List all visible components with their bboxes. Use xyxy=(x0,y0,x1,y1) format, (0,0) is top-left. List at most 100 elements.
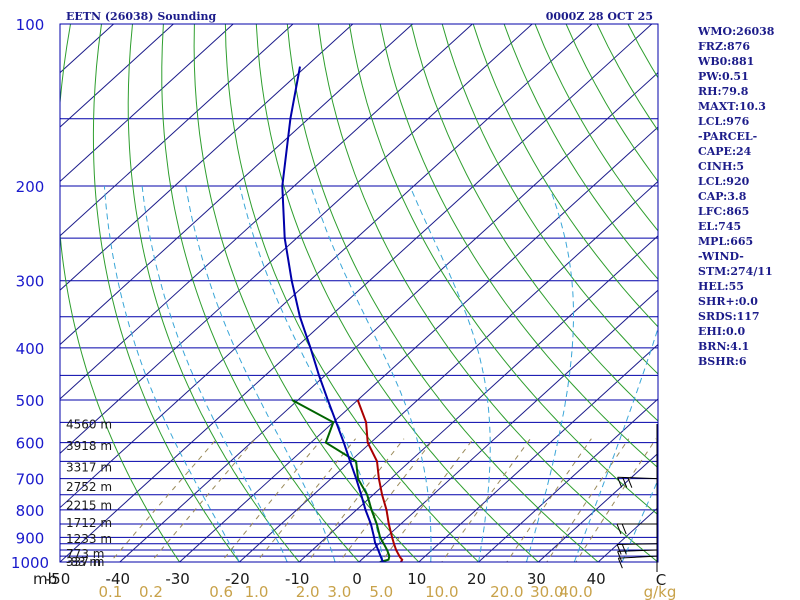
dry-adiabat xyxy=(224,24,480,562)
isotherm-line xyxy=(478,398,658,562)
temperature-tick-label: 40 xyxy=(587,570,606,588)
index-item: CAP:3.8 xyxy=(698,190,747,203)
isotherm-line xyxy=(239,180,658,562)
isotherm-line xyxy=(119,72,658,562)
dry-adiabat xyxy=(60,24,181,562)
isotherm-line xyxy=(60,24,174,128)
mixing-ratio-line xyxy=(546,438,630,562)
isotherm-line xyxy=(60,24,593,509)
mixing-ratio-label: 5.0 xyxy=(369,583,393,600)
isotherm-line xyxy=(60,24,354,291)
mixing-ratio-label: 30.0 xyxy=(530,583,563,600)
mixing-ratio-unit: g/kg xyxy=(644,583,677,600)
index-item: LCL:976 xyxy=(698,115,750,128)
wind-barb xyxy=(616,523,657,535)
temperature-tick-label: 30 xyxy=(527,570,546,588)
dry-adiabat xyxy=(193,24,420,562)
mixing-ratio-line xyxy=(575,438,657,562)
plot-frame xyxy=(59,23,659,563)
temperature-tick-label: -20 xyxy=(225,570,250,588)
mixing-ratio-line xyxy=(380,438,474,562)
index-item: EHI:0.0 xyxy=(698,325,746,338)
mixing-ratio-label: 0.1 xyxy=(98,583,122,600)
isotherm-line xyxy=(60,24,473,400)
wind-barbs: C xyxy=(616,424,666,589)
index-item: LCL:920 xyxy=(698,175,750,188)
mixing-ratio-line xyxy=(150,438,256,562)
mixing-ratio-label: 20.0 xyxy=(490,583,523,600)
mixing-ratio-label: 0.2 xyxy=(139,583,163,600)
index-item: BRN:4.1 xyxy=(698,340,750,353)
height-label: 2215 m xyxy=(66,498,112,512)
height-label: 1233 m xyxy=(66,532,112,546)
wind-axis-label: C xyxy=(656,571,666,589)
sounding-indices: WMO:26038 FRZ:876 WB0:881 PW:0.51 RH:79.8 MAX… xyxy=(698,24,798,369)
pressure-tick-label: 600 xyxy=(16,435,45,453)
temperature-tick-label: -40 xyxy=(106,570,131,588)
mixing-ratio-axis: 0.1 0.2 0.6 1.0 2.0 3.0 5.0 10.0 20.0 30.040.0 g/k… xyxy=(98,583,676,600)
moist-adiabat xyxy=(409,185,491,562)
index-item: CAPE:24 xyxy=(698,145,752,158)
index-item: PW:0.51 xyxy=(698,70,749,83)
mixing-ratio-line xyxy=(255,438,356,562)
isotherm-line xyxy=(358,289,658,562)
temperature-profile xyxy=(356,399,404,562)
moist-adiabat xyxy=(103,185,240,562)
isotherm-line xyxy=(179,126,658,562)
mixing-ratio-label: 40.0 xyxy=(559,583,592,600)
mixing-ratio-label: 0.6 xyxy=(209,583,233,600)
pressure-tick-label: 1000 xyxy=(11,554,49,572)
dry-adiabat xyxy=(161,24,360,562)
index-item: -PARCEL- xyxy=(698,130,758,143)
moist-adiabat xyxy=(141,185,288,562)
dewpoint-profile xyxy=(291,399,391,562)
mixing-ratio-line xyxy=(506,438,592,562)
isotherm-line xyxy=(60,24,234,183)
isotherm-line xyxy=(538,452,658,562)
wind-barb xyxy=(617,555,658,569)
pressure-tick-label: 900 xyxy=(16,529,45,547)
temperature-tick-label: 20 xyxy=(467,570,486,588)
index-item: RH:79.8 xyxy=(698,85,749,98)
isotherm-line xyxy=(60,24,533,454)
pressure-tick-label: 500 xyxy=(16,392,45,410)
mixing-ratio-label: 10.0 xyxy=(425,583,458,600)
temperature-axis: mb-50 -40 -30 -20 -10 0 10 20 30 40 xyxy=(33,570,606,588)
sounding-profiles xyxy=(281,66,404,562)
pressure-unit-label: mb xyxy=(33,570,57,588)
isotherm-line xyxy=(60,24,653,562)
isotherm-line xyxy=(298,235,658,562)
height-label: 2752 m xyxy=(66,480,112,494)
index-item: MPL:665 xyxy=(698,235,754,248)
temperature-tick-label: 10 xyxy=(407,570,426,588)
moist-adiabat xyxy=(310,185,432,562)
moist-adiabat xyxy=(573,326,658,562)
index-item: STM:274/11 xyxy=(698,265,773,278)
index-item: BSHR:6 xyxy=(698,355,747,368)
temperature-tick-label: -50 xyxy=(46,570,71,588)
dry-adiabat xyxy=(410,24,658,422)
height-labels: 4560 m 3918 m 3317 m 2752 m 2215 m 1712 m 1233… xyxy=(66,417,112,569)
moist-adiabat xyxy=(239,185,384,562)
isotherm-line xyxy=(418,343,658,562)
mixing-ratio-line xyxy=(220,438,323,562)
height-label: 3918 m xyxy=(66,439,112,453)
dry-adiabat xyxy=(127,24,300,562)
dry-adiabat xyxy=(441,24,658,375)
moist-adiabat xyxy=(185,185,336,562)
pressure-tick-label: 300 xyxy=(16,273,45,291)
dry-adiabat xyxy=(317,24,658,562)
mixing-ratio-label: 1.0 xyxy=(245,583,269,600)
chart-time: 0000Z 28 OCT 25 xyxy=(546,10,653,23)
pressure-tick-label: 800 xyxy=(16,502,45,520)
isotherm-line xyxy=(60,24,413,346)
index-item: CINH:5 xyxy=(698,160,745,173)
pressure-tick-label: 700 xyxy=(16,471,45,489)
mixing-ratio-label: 2.0 xyxy=(296,583,320,600)
dry-adiabat xyxy=(286,24,599,562)
dry-adiabat xyxy=(503,24,658,280)
parcel-profile xyxy=(281,66,384,562)
dry-adiabat xyxy=(348,24,658,516)
index-item: WMO:26038 xyxy=(698,25,775,38)
